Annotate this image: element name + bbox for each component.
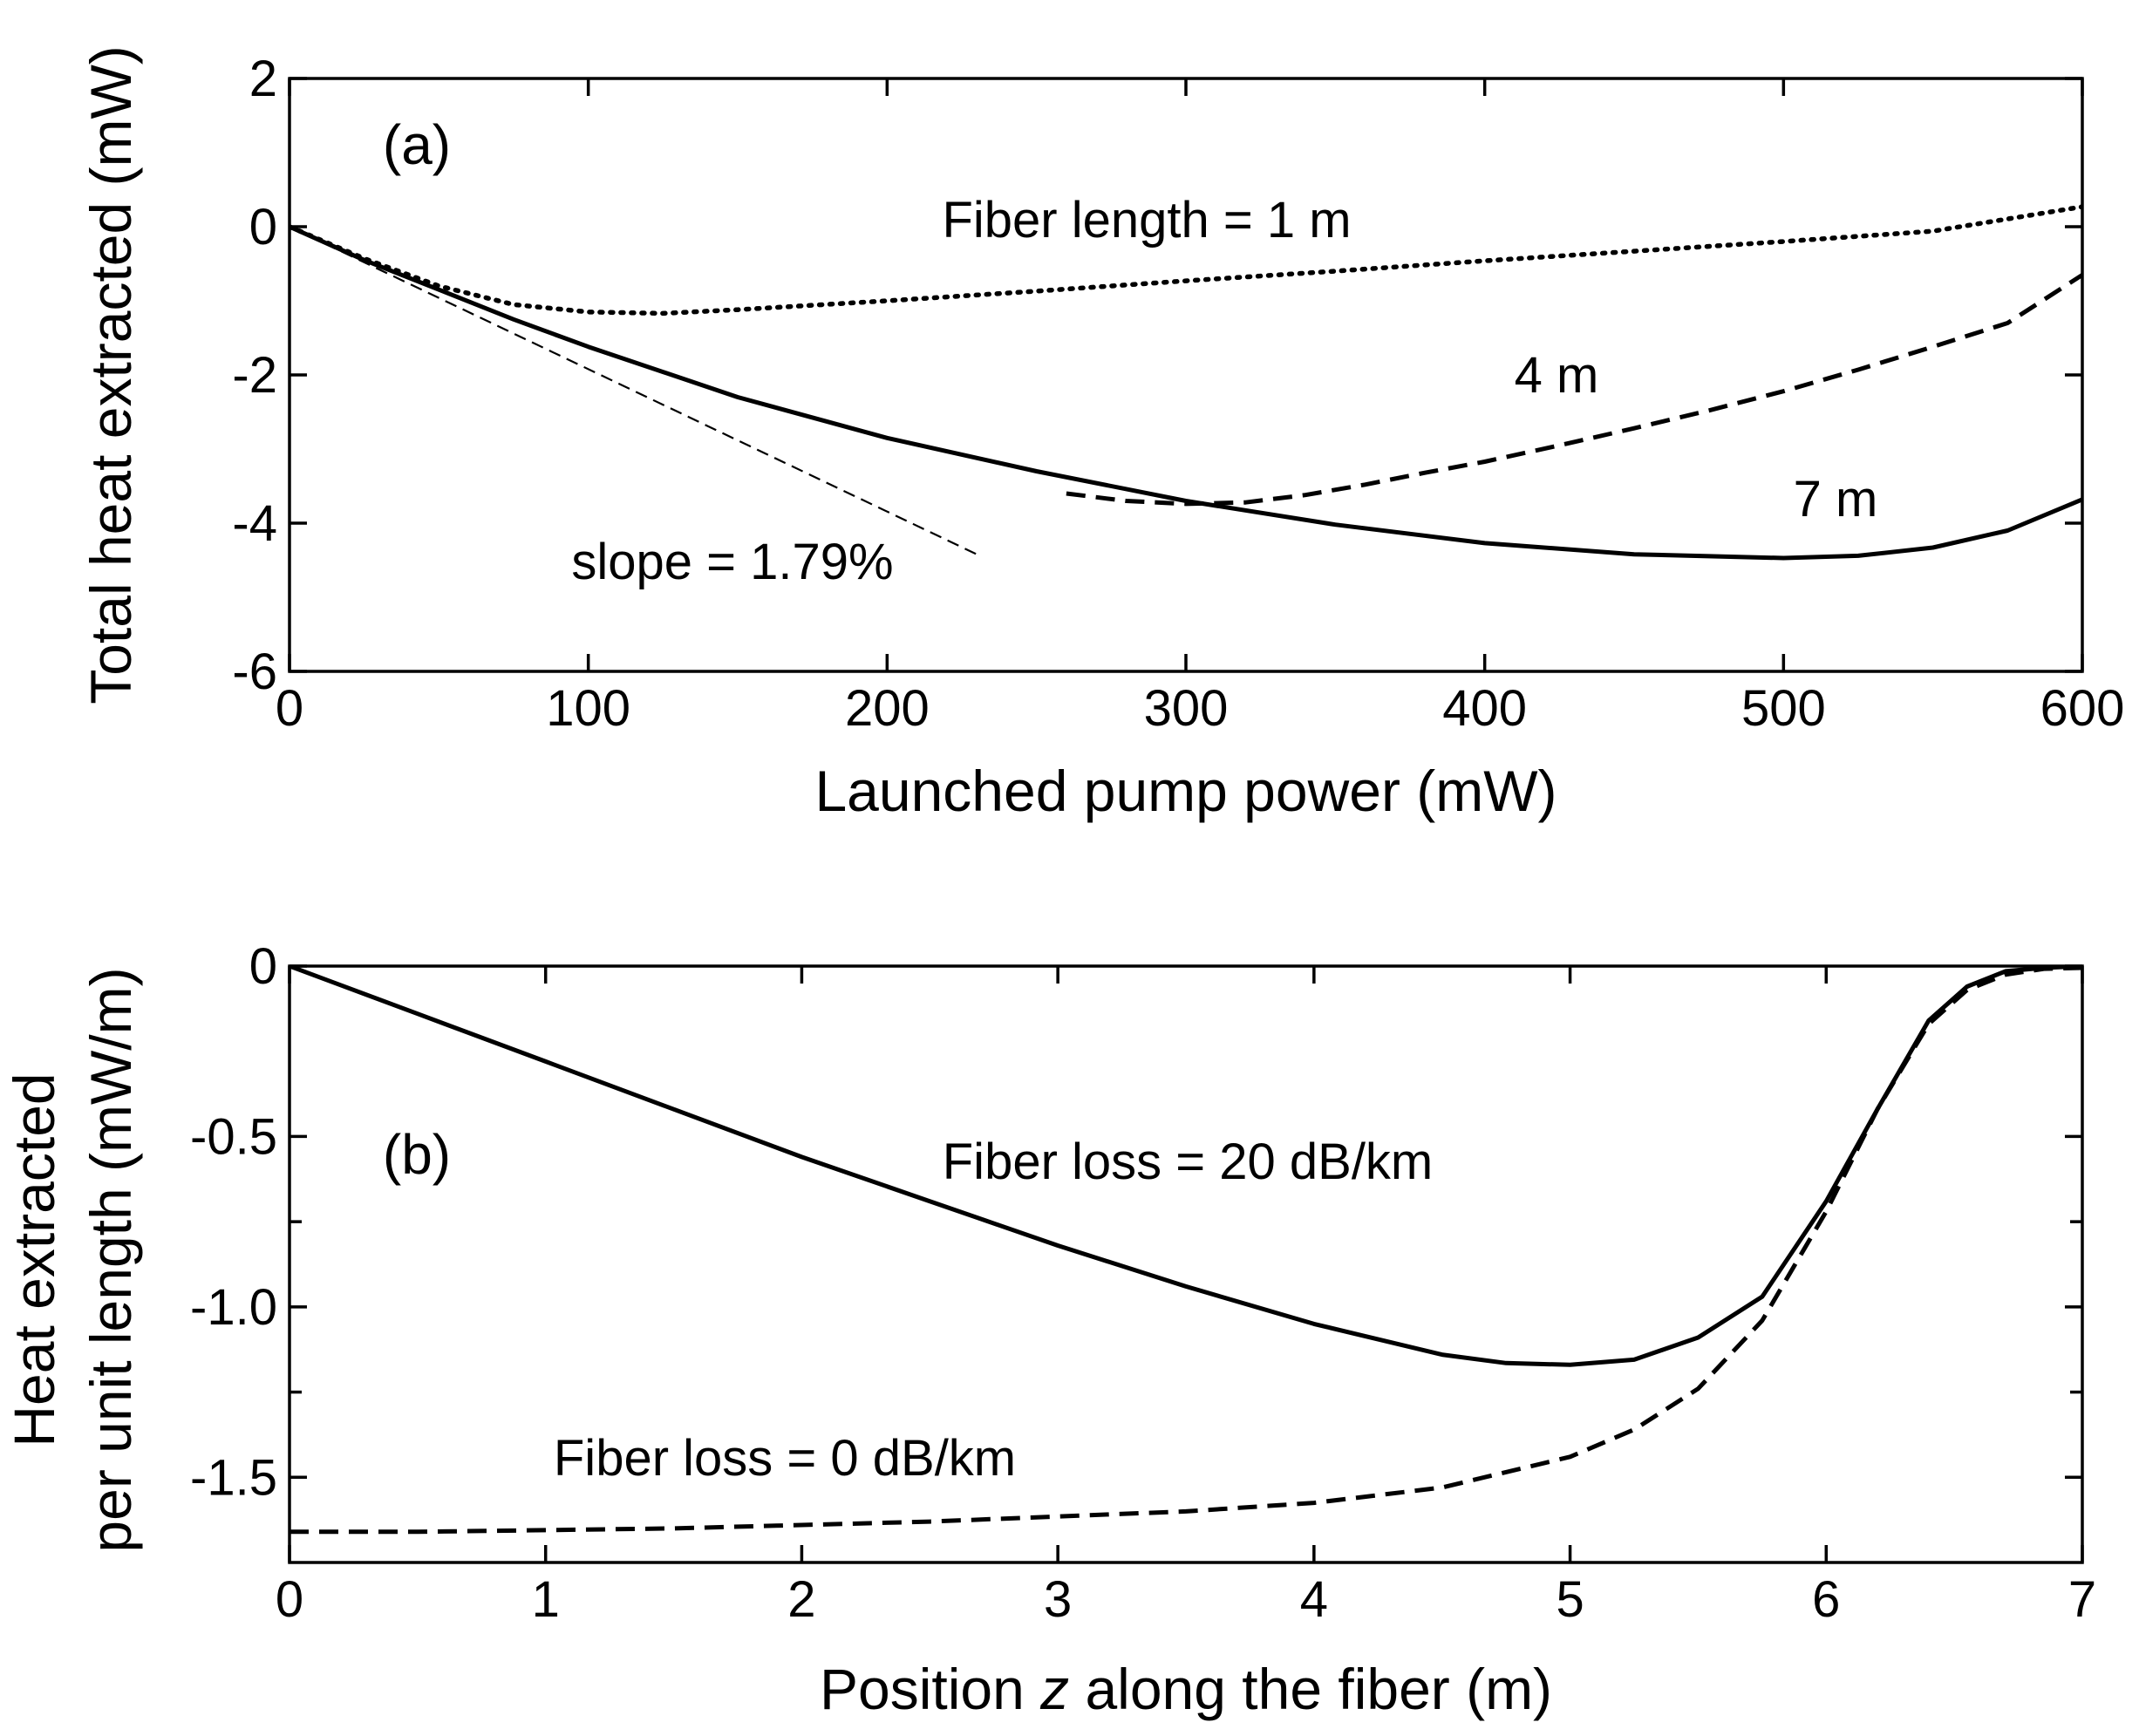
y-tick-label: 0 [249,199,277,255]
annotation-fiber-length-1m: Fiber length = 1 m [942,192,1351,248]
x-tick-label: 4 [1300,1571,1328,1628]
x-tick-label: 0 [276,680,303,737]
series-line-0 [290,966,2082,1367]
y-axis-label-b-line2: per unit length (mW/m) [78,967,143,1552]
panel-label-a: (a) [383,113,451,176]
x-tick-label: 0 [276,1571,303,1628]
series-group [290,966,2082,1535]
panel-b: 0 1 2 3 4 5 6 7 0 -0.5 -1.0 -1.5 (b) Fiber loss = 20 … [2,938,2096,1721]
y-tick-label: 2 [249,51,277,107]
y-tick-label: -1.5 [190,1449,277,1506]
plot-frame [288,77,2084,673]
series-line-1 [290,966,2082,1535]
panel-a: 0 100 200 300 400 500 600 -6 -4 -2 0 2 (a) Fiber leng… [78,45,2124,823]
x-tick-label: 2 [787,1571,815,1628]
x-axis-label-b: Position z along the fiber (m) [820,1657,1552,1721]
panel-label-b: (b) [383,1123,451,1186]
x-tick-label: 600 [2040,680,2125,737]
x-axis-label-part: Position [820,1657,1040,1721]
plot-frame [288,964,2084,1564]
x-axis-label-part: z [1039,1657,1069,1721]
series-line-0 [290,204,2082,317]
series-group [290,204,2082,561]
x-tick-label: 200 [845,680,930,737]
y-tick-label: -2 [232,347,277,404]
series-line-3 [290,226,978,555]
x-tick-label: 6 [1812,1571,1840,1628]
y-tick-label: -6 [232,643,277,700]
x-axis-label-a: Launched pump power (mW) [814,759,1557,823]
y-axis-label-a: Total heat extracted (mW) [78,45,143,705]
x-tick-label: 7 [2068,1571,2096,1628]
annotation-slope: slope = 1.79% [571,534,893,590]
y-tick-label: 0 [249,938,277,995]
x-tick-label: 100 [546,680,630,737]
x-tick-label: 300 [1144,680,1229,737]
annotation-loss-0: Fiber loss = 0 dB/km [554,1430,1016,1487]
x-tick-label: 400 [1442,680,1527,737]
x-tick-label: 500 [1741,680,1826,737]
y-tick-label: -1.0 [190,1279,277,1336]
series-line-2 [290,224,2082,561]
x-tick-label: 1 [532,1571,560,1628]
x-tick-label: 5 [1556,1571,1584,1628]
series-line-1 [1066,273,2082,507]
annotation-loss-20: Fiber loss = 20 dB/km [943,1134,1434,1190]
x-axis-label-part: along the fiber (m) [1069,1657,1552,1721]
annotation-7m: 7 m [1794,471,1878,528]
y-tick-label: -4 [232,495,277,552]
y-tick-label: -0.5 [190,1108,277,1165]
annotation-4m: 4 m [1515,347,1599,404]
x-tick-label: 3 [1044,1571,1072,1628]
y-axis-label-b-line1: Heat extracted [2,1072,66,1447]
